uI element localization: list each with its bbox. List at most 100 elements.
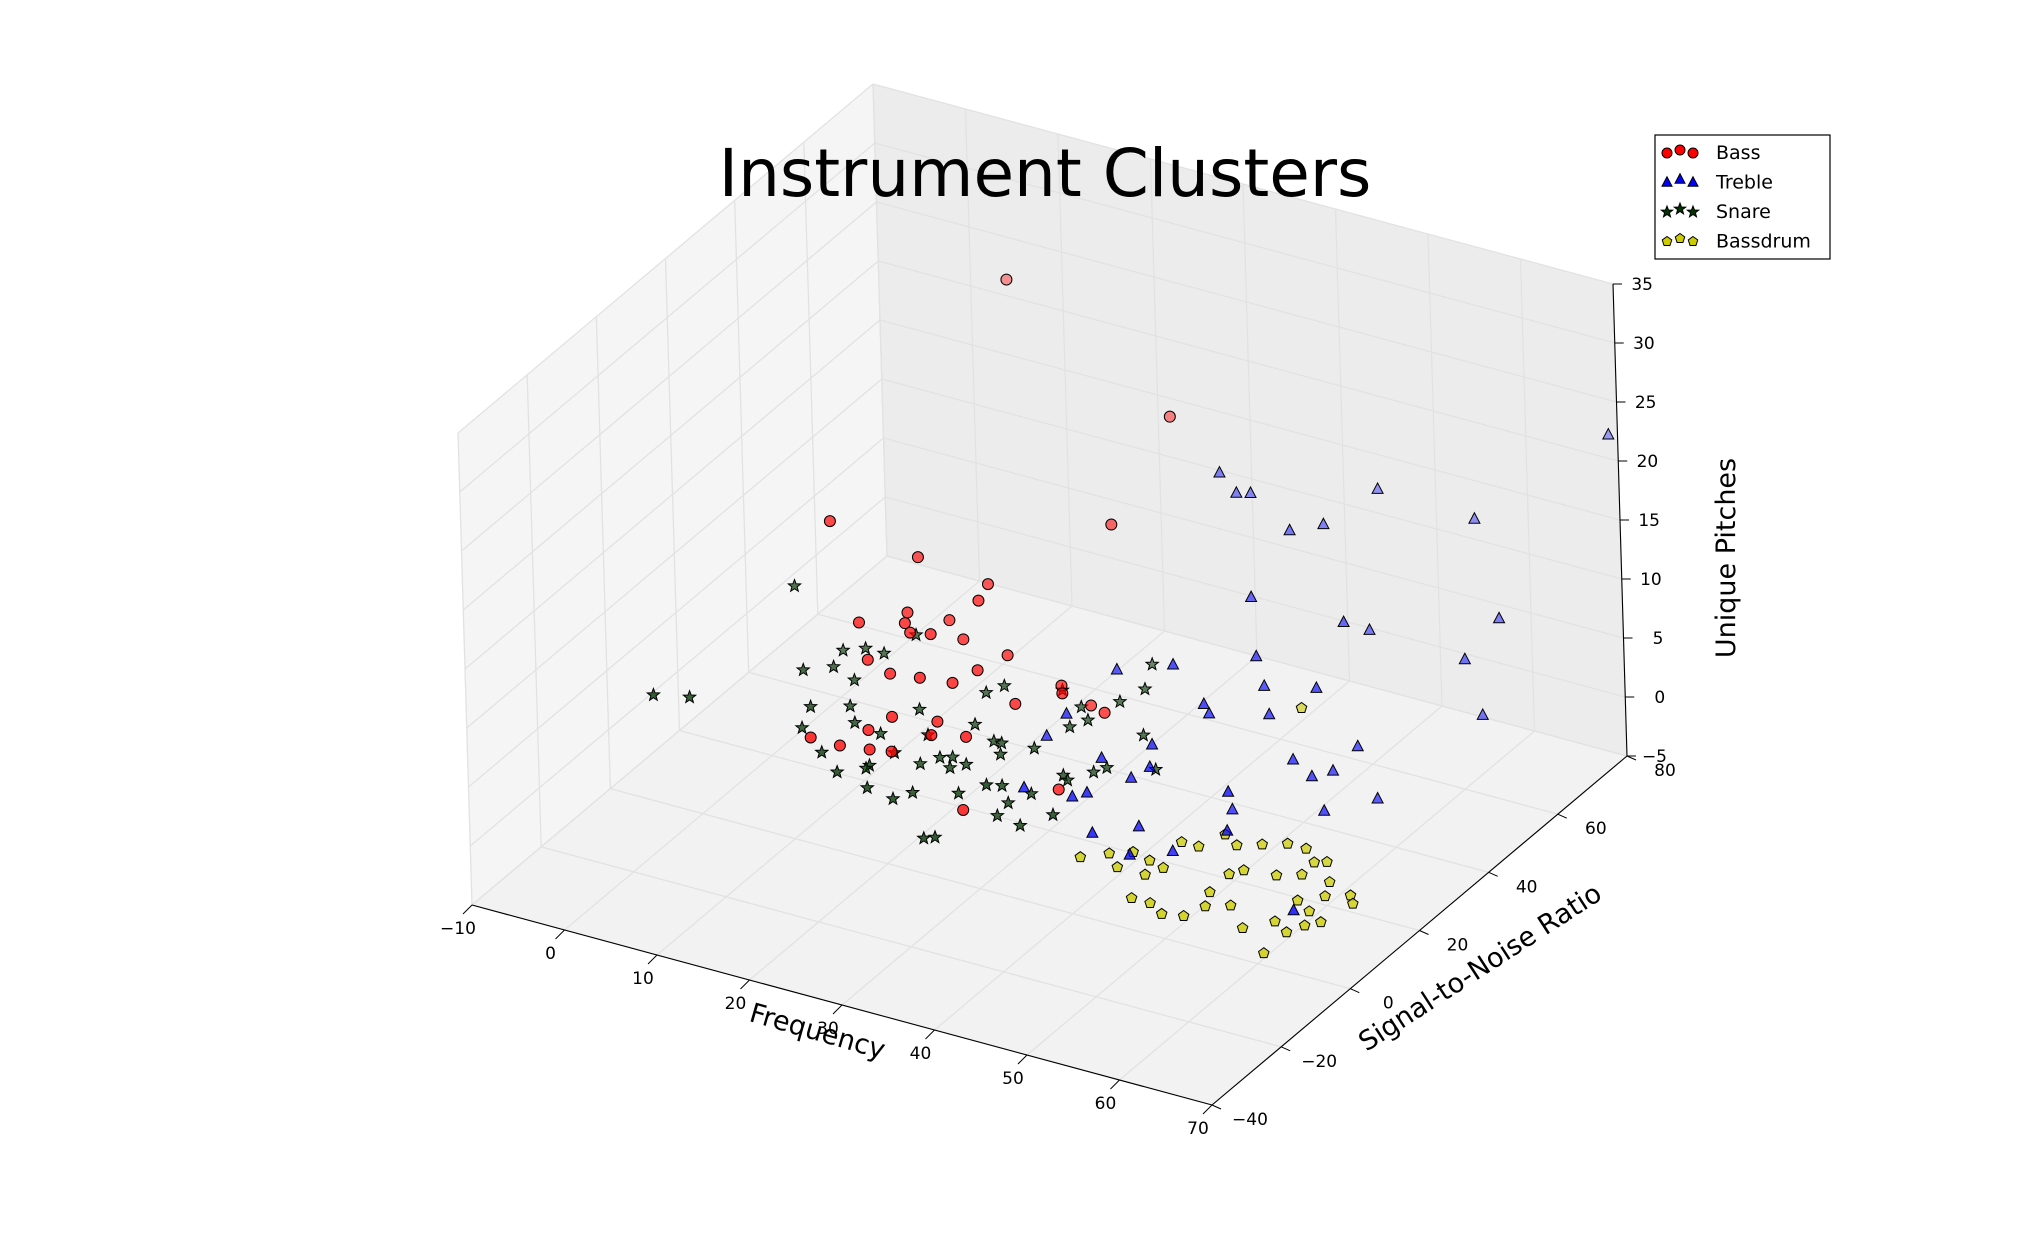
data-point-bassdrum — [1291, 894, 1304, 906]
legend-marker-bassdrum — [1687, 235, 1699, 247]
z-tick-label: 5 — [1653, 629, 1664, 649]
x-tick-label: 50 — [1002, 1069, 1024, 1089]
data-point-snare — [1062, 719, 1078, 734]
data-point-bassdrum — [1280, 926, 1293, 938]
data-point-snare — [967, 716, 983, 731]
data-point-treble — [1221, 784, 1235, 797]
data-point-bass — [925, 729, 938, 742]
data-point-bassdrum — [1269, 915, 1281, 927]
grid-line — [540, 846, 1282, 1048]
data-point-bass — [957, 633, 970, 646]
data-point-snare — [989, 807, 1005, 823]
legend-marker-bass — [1674, 144, 1686, 156]
grid-line — [881, 378, 1622, 580]
grid-line — [876, 201, 1617, 403]
data-point-bassdrum — [1157, 861, 1170, 873]
data-point-bass — [1009, 697, 1022, 710]
x-tick-mark — [462, 904, 473, 915]
x-tick-mark — [647, 954, 658, 965]
data-point-snare — [826, 658, 842, 674]
data-point-snare — [803, 698, 819, 714]
data-point-treble — [1244, 590, 1258, 603]
grid-line — [471, 555, 888, 906]
tick-labels: −10 0 10 20 30 40 50 60 70 −40 −20 0 20 40 60 80−5 0 5 10 1… — [440, 275, 1676, 1139]
data-point-treble — [1086, 825, 1099, 838]
data-point-snare — [1080, 712, 1096, 727]
data-point-bass — [863, 743, 876, 756]
data-point-bass — [957, 803, 970, 816]
legend-label-bass: Bass — [1716, 142, 1760, 164]
y-tick-mark — [1211, 1104, 1222, 1110]
data-point-bass — [960, 730, 973, 743]
data-point-bass — [833, 739, 846, 752]
data-point-snare — [859, 779, 875, 795]
y-tick-label: 60 — [1585, 819, 1607, 839]
data-point-bass — [911, 551, 924, 564]
data-point-snare — [645, 687, 661, 702]
data-point-snare — [1045, 806, 1061, 822]
grid-line — [466, 378, 883, 729]
y-tick-label: 40 — [1516, 877, 1538, 897]
z-tick-label: 0 — [1654, 688, 1665, 708]
data-point-snare — [1000, 794, 1016, 810]
legend-marker-snare — [1672, 201, 1688, 216]
data-point-bass — [1085, 699, 1098, 712]
data-point-bass — [972, 594, 985, 607]
data-point-bass — [901, 606, 914, 619]
grid-line — [469, 496, 886, 847]
data-point-snare — [927, 829, 943, 844]
data-point-snare — [814, 744, 830, 759]
data-point-bassdrum — [1308, 856, 1321, 868]
y-tick-mark — [1280, 1046, 1291, 1052]
data-point-bassdrum — [1224, 899, 1237, 911]
data-point-bassdrum — [1270, 869, 1283, 881]
data-point-snare — [794, 719, 810, 735]
grid-line — [464, 319, 881, 670]
data-point-treble — [1095, 750, 1108, 763]
data-point-treble — [1230, 485, 1243, 498]
y-tick-mark — [1488, 871, 1498, 877]
data-point-treble — [1286, 752, 1300, 765]
data-point-snare — [876, 645, 892, 660]
data-point-bass — [946, 676, 959, 689]
legend-label-snare: Snare — [1716, 201, 1771, 223]
data-point-treble — [1166, 657, 1180, 670]
data-point-treble — [1310, 680, 1323, 693]
legend-marker-treble — [1661, 175, 1673, 187]
x-tick-label: 70 — [1187, 1119, 1209, 1139]
x-tick-mark — [832, 1004, 843, 1015]
y-tick-label: 20 — [1447, 936, 1469, 956]
data-point-treble — [1351, 739, 1365, 752]
grid-line — [468, 437, 884, 788]
data-point-bassdrum — [1257, 947, 1270, 959]
z-tick-label: 20 — [1637, 452, 1659, 472]
data-point-bass — [823, 515, 836, 528]
y-tick-label: −20 — [1301, 1052, 1337, 1072]
y-tick-label: 0 — [1383, 994, 1394, 1014]
data-point-bass — [1098, 706, 1111, 719]
data-point-snare — [873, 725, 889, 741]
x-tick-mark — [555, 929, 565, 940]
y-tick-mark — [1350, 988, 1360, 994]
data-point-bass — [898, 617, 911, 630]
data-point-bassdrum — [1296, 868, 1308, 880]
data-point-treble — [1326, 763, 1340, 776]
data-point-snare — [994, 735, 1010, 750]
data-point-treble — [1468, 511, 1481, 524]
data-point-snare — [996, 677, 1012, 693]
y-tick-label: −40 — [1232, 1110, 1268, 1130]
data-point-bassdrum — [1111, 861, 1124, 873]
grid-line — [461, 201, 877, 552]
data-point-snare — [1026, 740, 1042, 755]
data-point-treble — [1305, 769, 1319, 782]
data-point-bassdrum — [1144, 896, 1156, 909]
x-tick-mark — [1202, 1104, 1213, 1115]
data-point-bassdrum — [1143, 854, 1156, 866]
data-point-bass — [1163, 410, 1176, 423]
x-tick-mark — [925, 1029, 935, 1040]
data-point-bass — [971, 664, 984, 677]
data-point-bassdrum — [1237, 864, 1250, 876]
data-point-treble — [1601, 427, 1615, 440]
data-point-bass — [1056, 687, 1069, 700]
data-point-bassdrum — [1346, 897, 1359, 909]
